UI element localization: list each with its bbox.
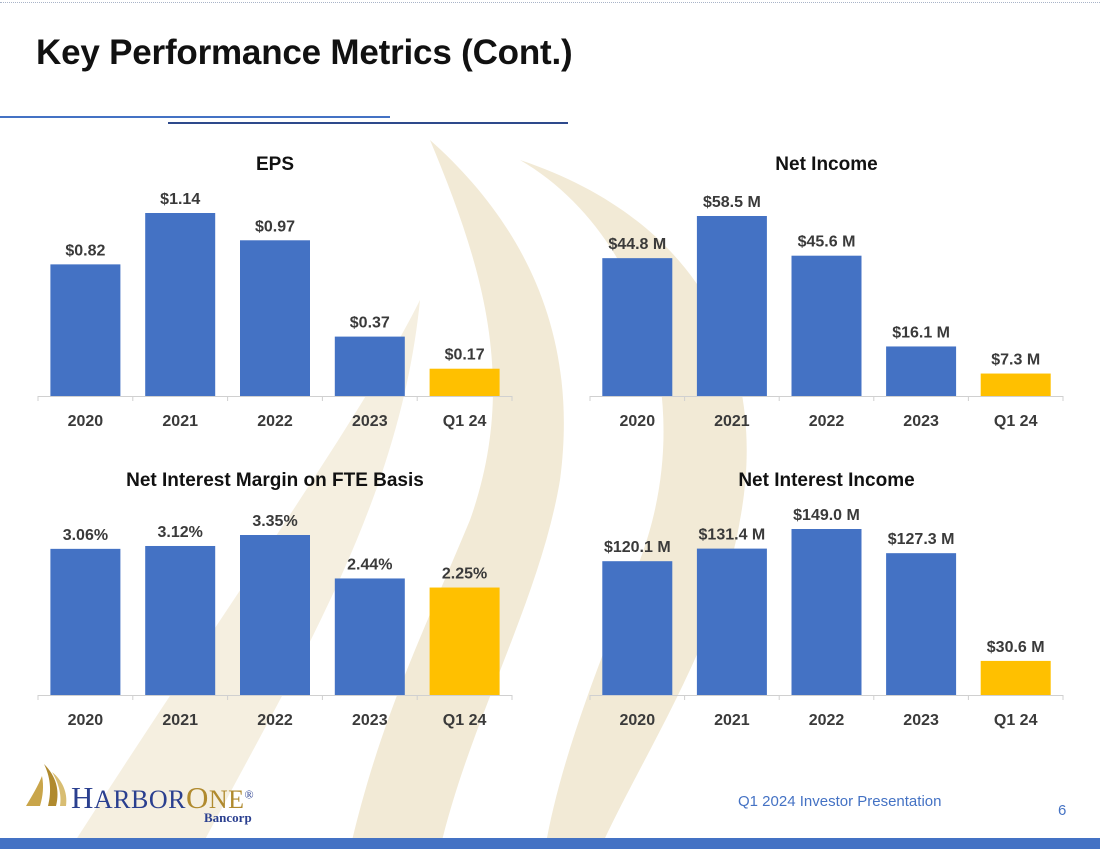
watermark-sail-back	[520, 160, 747, 849]
logo-wordmark: HARBORONE®	[71, 780, 254, 816]
logo-wordmark-h: H	[71, 780, 94, 815]
nii-bar	[980, 660, 1051, 695]
nii-data-label: $149.0 M	[793, 507, 860, 524]
nim-data-label: 2.25%	[442, 566, 487, 583]
logo-wordmark-arbor: ARBOR	[93, 785, 186, 814]
nii-category-label: 2023	[903, 712, 939, 729]
net-income-title: Net Income	[775, 154, 877, 175]
watermark-sail-left	[70, 300, 420, 849]
net-income-data-label: $58.5 M	[703, 194, 761, 211]
eps-bar	[240, 240, 310, 396]
net-income-category-label: 2023	[903, 413, 939, 430]
nii-category-label: Q1 24	[994, 712, 1038, 729]
net-income-bar	[886, 346, 957, 396]
nim-data-label: 3.35%	[252, 513, 297, 530]
eps-title: EPS	[256, 154, 294, 175]
nim-category-label: 2021	[162, 712, 198, 729]
logo-registered-mark: ®	[244, 787, 255, 802]
title-underline-secondary	[168, 122, 568, 124]
eps-data-label: $0.17	[445, 347, 485, 364]
nii-bar	[602, 561, 673, 695]
nii-category-label: 2021	[714, 712, 750, 729]
logo-wordmark-ne: NE	[208, 785, 245, 814]
nim-category-label: Q1 24	[443, 712, 487, 729]
page-number: 6	[1058, 802, 1067, 819]
nim-data-label: 3.12%	[158, 524, 203, 541]
net-income-category-label: Q1 24	[994, 413, 1038, 430]
nim-title: Net Interest Margin on FTE Basis	[126, 470, 424, 491]
nii-category-label: 2022	[809, 712, 845, 729]
footer-bar	[0, 838, 1100, 849]
eps-bar	[50, 264, 121, 396]
net-income-data-label: $16.1 M	[892, 324, 950, 341]
nim-category-label: 2023	[352, 712, 388, 729]
nim-category-label: 2020	[68, 712, 104, 729]
eps-category-label: 2020	[68, 413, 104, 430]
net-income-bar	[602, 258, 673, 396]
eps-data-label: $0.97	[255, 218, 295, 235]
eps-bar	[429, 368, 500, 396]
nim-bar	[334, 578, 405, 695]
eps-bar	[334, 336, 405, 396]
nim-bar	[145, 545, 216, 695]
nim-bar	[50, 548, 121, 695]
nim-category-label: 2022	[257, 712, 293, 729]
title-underline-primary	[0, 116, 390, 118]
nii-bar	[696, 548, 767, 695]
net-income-category-label: 2020	[620, 413, 656, 430]
nim-bar	[429, 587, 500, 695]
eps-category-label: 2022	[257, 413, 293, 430]
net-income-data-label: $45.6 M	[798, 234, 856, 251]
net-income-data-label: $7.3 M	[991, 352, 1040, 369]
net-income-bar	[791, 255, 862, 396]
footer-presentation-label: Q1 2024 Investor Presentation	[738, 793, 942, 810]
nii-bar	[886, 553, 957, 695]
watermark-sail-front	[350, 140, 564, 849]
nii-bar	[791, 529, 862, 695]
nim-data-label: 3.06%	[63, 527, 108, 544]
nii-data-label: $120.1 M	[604, 539, 671, 556]
nii-data-label: $30.6 M	[987, 639, 1045, 656]
logo-sail-icon	[26, 764, 67, 806]
eps-data-label: $0.82	[65, 242, 105, 259]
page-title: Key Performance Metrics (Cont.)	[36, 33, 573, 72]
net-income-category-label: 2021	[714, 413, 750, 430]
top-dotted-border	[0, 2, 1100, 3]
eps-category-label: Q1 24	[443, 413, 487, 430]
net-income-bar	[980, 373, 1051, 396]
nii-data-label: $131.4 M	[699, 527, 766, 544]
eps-data-label: $1.14	[160, 191, 200, 208]
eps-category-label: 2023	[352, 413, 388, 430]
nii-category-label: 2020	[620, 712, 656, 729]
nii-data-label: $127.3 M	[888, 531, 955, 548]
nim-bar	[240, 535, 310, 695]
eps-data-label: $0.37	[350, 315, 390, 332]
net-income-category-label: 2022	[809, 413, 845, 430]
eps-bar	[145, 213, 216, 396]
nii-title: Net Interest Income	[738, 470, 914, 491]
logo-wordmark-o: O	[185, 780, 209, 815]
logo-subtitle: Bancorp	[204, 810, 252, 825]
net-income-data-label: $44.8 M	[608, 236, 666, 253]
net-income-bar	[696, 216, 767, 396]
harborone-logo: HARBORONE® Bancorp	[26, 762, 306, 832]
eps-category-label: 2021	[162, 413, 198, 430]
nim-data-label: 2.44%	[347, 556, 392, 573]
